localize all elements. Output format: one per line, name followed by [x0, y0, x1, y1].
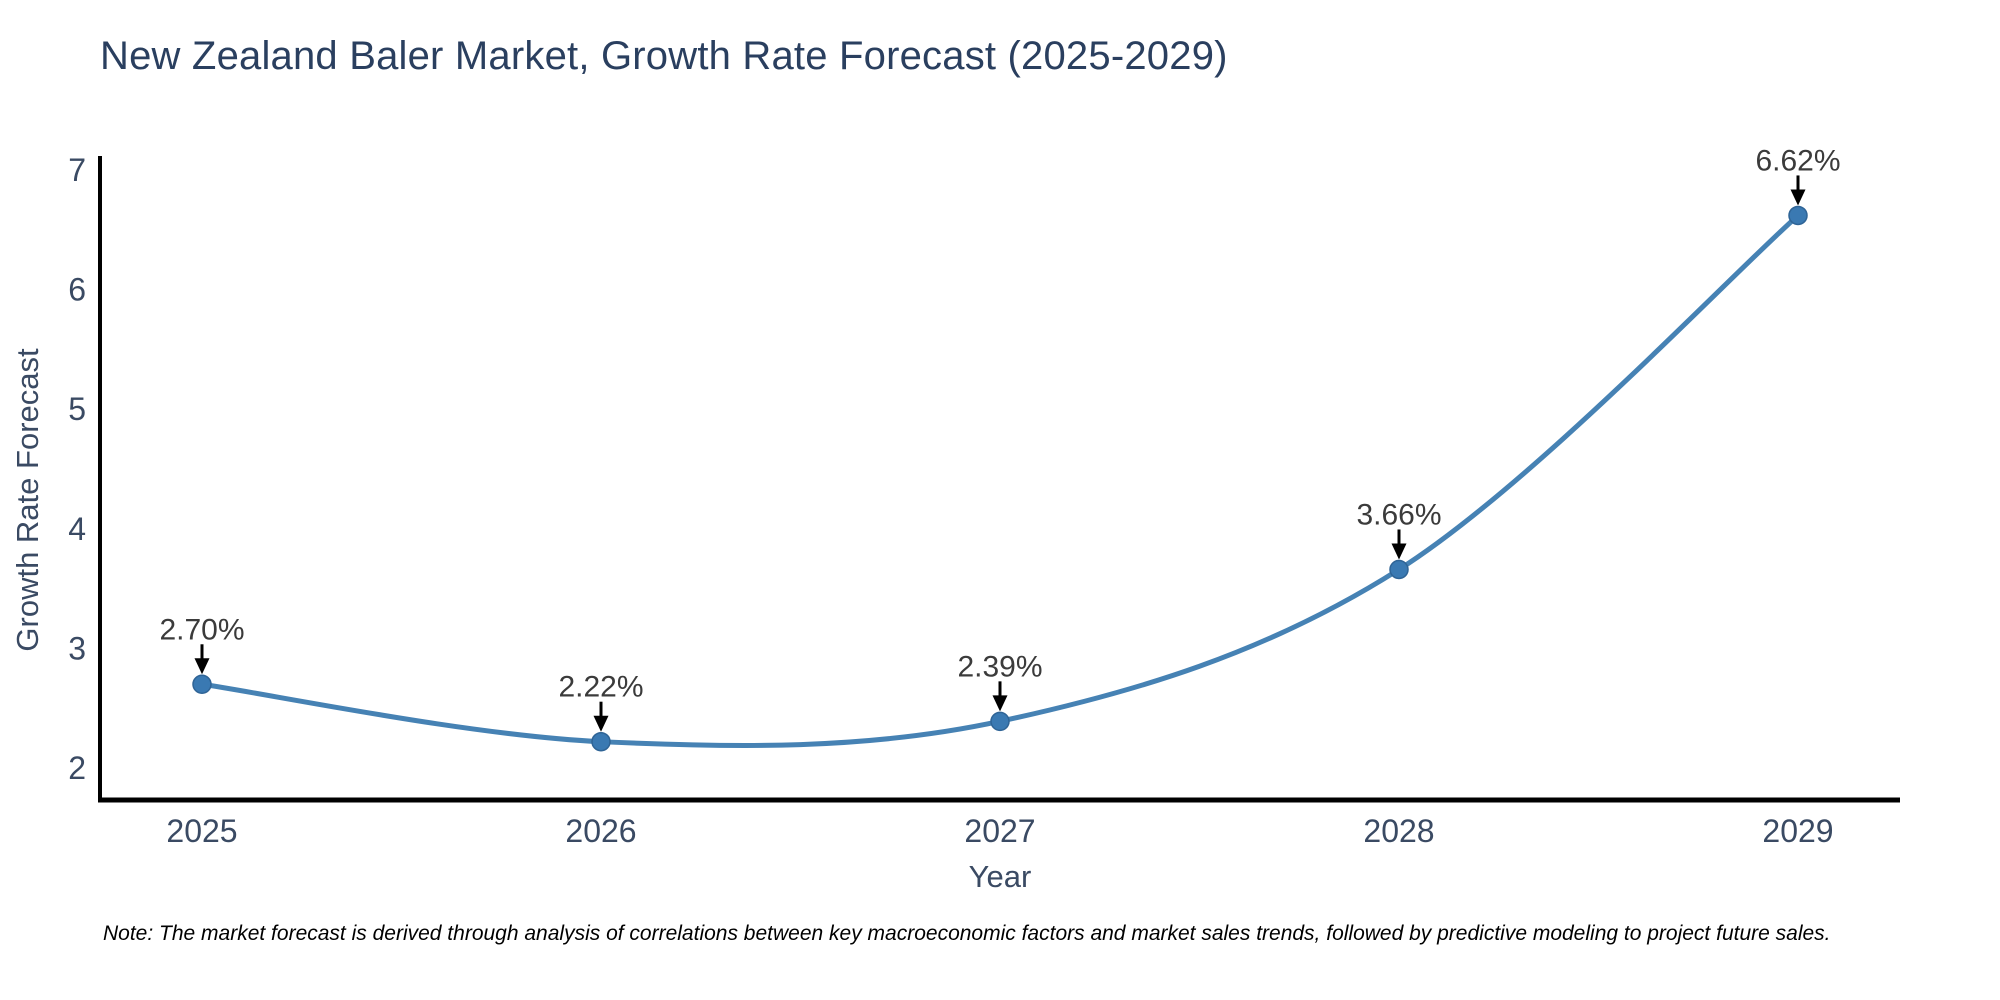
footnote: Note: The market forecast is derived thr…: [103, 922, 1831, 945]
forecast-line: [199, 212, 1801, 749]
y-tick-label-6: 6: [68, 272, 86, 308]
annotation-arrowhead-icon: [992, 695, 1008, 712]
annotation-label-2028: 3.66%: [1356, 498, 1441, 531]
annotation-2027: 2.39%: [957, 650, 1043, 712]
annotation-arrowhead-icon: [194, 658, 210, 675]
data-point-2029: [1788, 205, 1808, 226]
annotation-label-2027: 2.39%: [957, 650, 1042, 683]
x-tick-label-2027: 2027: [964, 813, 1035, 849]
annotation-2026: 2.22%: [558, 671, 644, 732]
data-point-2028: [1389, 559, 1409, 580]
annotation-2028: 3.66%: [1356, 498, 1442, 560]
y-tick-label-7: 7: [68, 152, 86, 188]
y-tick-label-2: 2: [68, 750, 86, 786]
data-point-2027: [990, 711, 1010, 732]
y-tick-label-5: 5: [68, 391, 86, 427]
annotation-arrowhead-icon: [593, 715, 609, 732]
annotation-arrowhead-icon: [1391, 543, 1407, 560]
annotation-2025: 2.70%: [159, 613, 245, 675]
y-tick-label-3: 3: [68, 630, 86, 666]
x-tick-label-2025: 2025: [166, 813, 237, 849]
data-point-2025: [192, 674, 212, 695]
y-tick-label-4: 4: [68, 511, 86, 547]
annotation-label-2026: 2.22%: [558, 671, 643, 704]
x-axis-title: Year: [968, 859, 1032, 894]
chart-title: New Zealand Baler Market, Growth Rate Fo…: [100, 34, 1228, 78]
annotation-arrowhead-icon: [1790, 189, 1806, 206]
x-tick-label-2028: 2028: [1363, 813, 1434, 849]
data-point-2026: [591, 731, 611, 752]
annotation-label-2029: 6.62%: [1755, 144, 1840, 177]
annotation-2029: 6.62%: [1755, 144, 1841, 206]
annotation-label-2025: 2.70%: [159, 613, 244, 646]
x-tick-label-2029: 2029: [1762, 813, 1833, 849]
y-axis-title: Growth Rate Forecast: [10, 348, 45, 652]
x-tick-label-2026: 2026: [565, 813, 636, 849]
